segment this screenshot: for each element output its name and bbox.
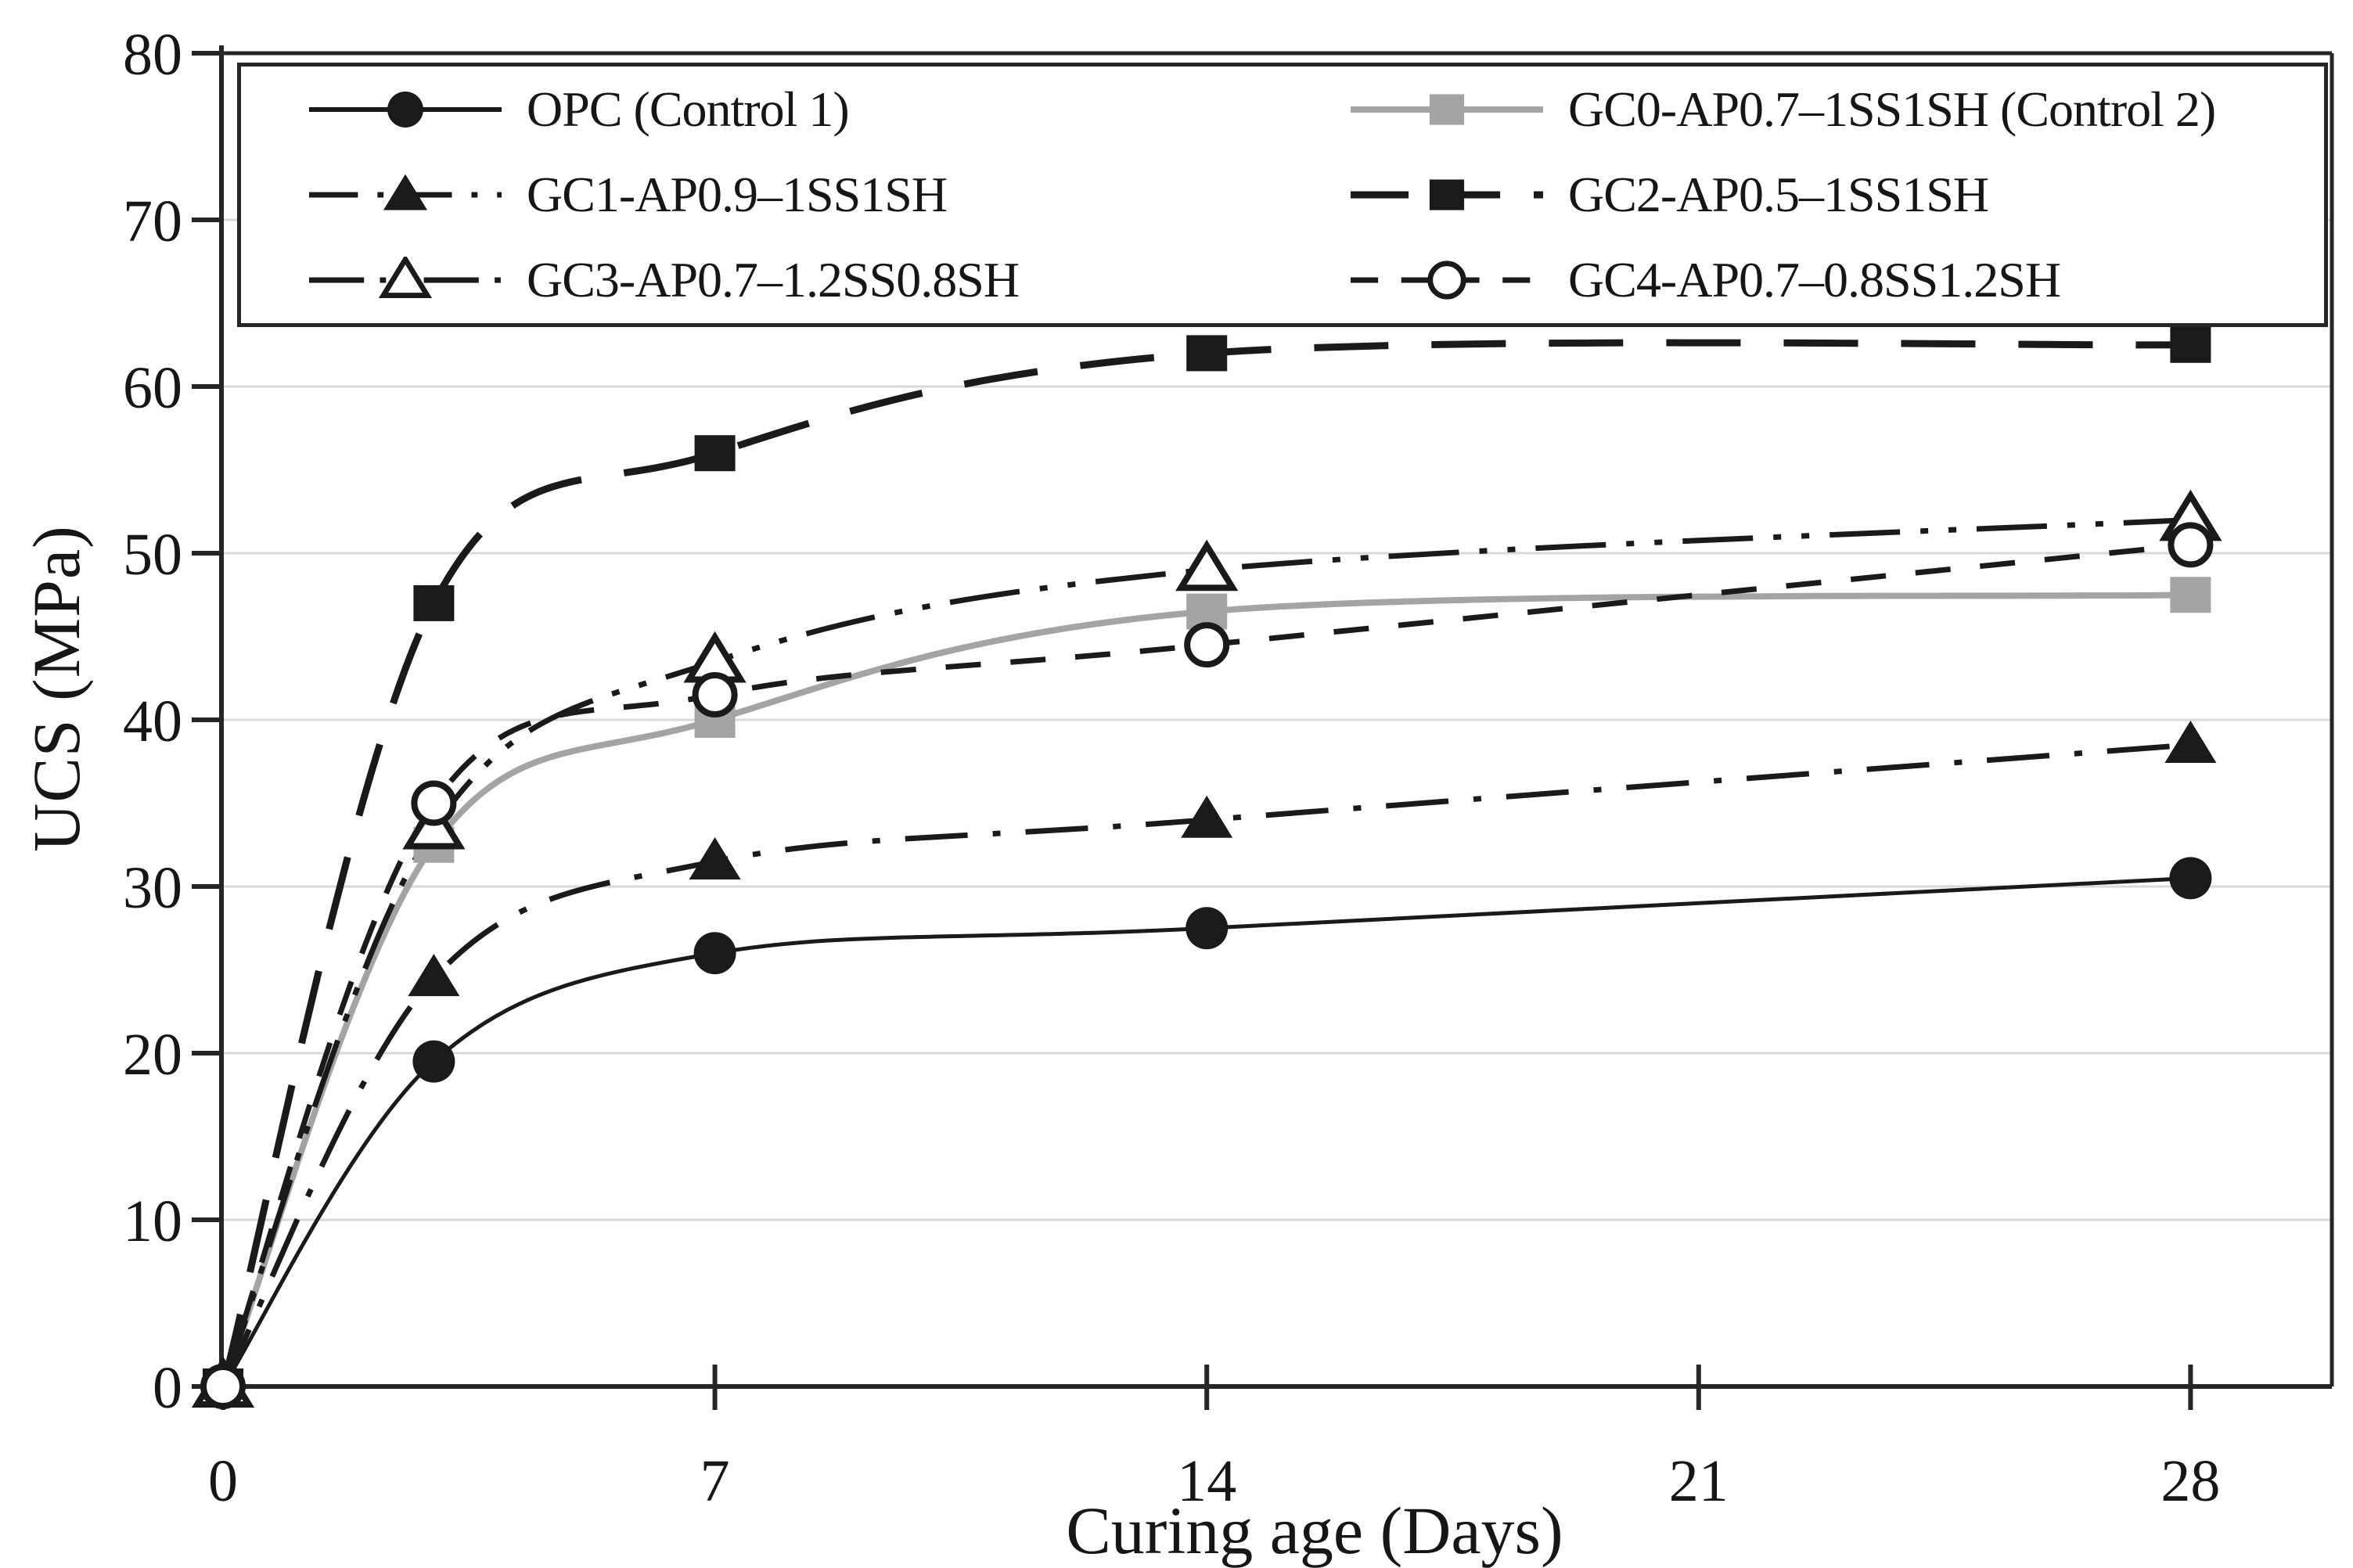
legend-item: GC1-AP0.9–1SS1SH (241, 166, 1283, 224)
data-point-triangle (378, 257, 433, 299)
data-point-circle (1427, 261, 1466, 300)
legend-label: GC3-AP0.7–1.2SS0.8SH (527, 252, 1020, 308)
data-point-square (2170, 577, 2211, 613)
y-tick-label: 20 (123, 1022, 182, 1088)
x-tick-label: 0 (208, 1448, 238, 1514)
data-point-triangle (383, 174, 428, 210)
legend-label: OPC (Control 1) (527, 81, 850, 137)
data-point-triangle (408, 954, 460, 997)
legend-sample-gc3 (309, 257, 502, 299)
data-point-triangle (1175, 539, 1239, 592)
legend-sample-gc0 (1351, 94, 1543, 125)
data-point-circle (693, 932, 736, 975)
data-point-circle (1184, 622, 1230, 668)
data-point-circle (2168, 522, 2214, 568)
legend-sample-gc2 (1351, 179, 1543, 210)
series-line-5 (220, 541, 2191, 1388)
legend-label: GC0-AP0.7–1SS1SH (Control 2) (1568, 81, 2216, 137)
legend-label: GC1-AP0.9–1SS1SH (527, 166, 948, 222)
legend-item: GC0-AP0.7–1SS1SH (Control 2) (1283, 81, 2324, 138)
data-point-square (1429, 94, 1465, 125)
y-tick-label: 50 (123, 522, 182, 588)
series-line-4 (220, 516, 2191, 1388)
legend-item: GC2-AP0.5–1SS1SH (1283, 166, 2324, 224)
data-point-triangle (689, 837, 741, 880)
legend-sample-opc (309, 91, 502, 128)
y-tick-label: 40 (123, 689, 182, 754)
data-point-circle (200, 1364, 246, 1409)
legend-sample-gc1 (309, 174, 502, 210)
legend-item: OPC (Control 1) (241, 81, 1283, 138)
x-tick-label: 14 (1177, 1448, 1236, 1514)
y-tick-label: 30 (123, 855, 182, 921)
data-point-square (1186, 335, 1228, 372)
legend-label: GC4-AP0.7–0.8SS1.2SH (1568, 252, 2061, 308)
legend-box: OPC (Control 1) GC0-AP0.7–1SS1SH (Contro… (237, 63, 2328, 327)
legend-sample-gc4 (1351, 261, 1543, 300)
data-point-circle (412, 1040, 455, 1083)
data-point-circle (692, 672, 738, 718)
data-point-circle (1185, 907, 1229, 950)
y-axis-title: UCS (MPa) (19, 525, 94, 852)
y-tick-label: 10 (123, 1189, 182, 1254)
x-axis-title: Curing age (Days) (1066, 1493, 1563, 1568)
legend-item: GC4-AP0.7–0.8SS1.2SH (1283, 251, 2324, 309)
data-point-triangle (1181, 795, 1233, 838)
y-tick-label: 80 (123, 22, 182, 88)
data-point-square (2170, 326, 2211, 363)
series-line-2 (220, 742, 2191, 1388)
data-point-triangle (2164, 720, 2217, 763)
data-point-square (413, 584, 455, 621)
x-tick-label: 28 (2161, 1448, 2220, 1514)
data-point-square (1429, 179, 1465, 210)
data-point-circle (387, 91, 423, 128)
series-line-0 (221, 876, 2191, 1388)
y-tick-label: 70 (123, 189, 182, 254)
y-tick-label: 60 (123, 355, 182, 421)
series-line-1 (220, 592, 2191, 1388)
legend-label: GC2-AP0.5–1SS1SH (1568, 166, 1989, 222)
y-tick-label: 0 (153, 1355, 182, 1421)
series-line-3 (219, 339, 2191, 1388)
legend-item: GC3-AP0.7–1.2SS0.8SH (241, 251, 1283, 309)
data-point-circle (2169, 857, 2212, 900)
x-tick-label: 7 (700, 1448, 730, 1514)
x-tick-label: 21 (1669, 1448, 1729, 1514)
data-point-square (694, 435, 736, 472)
data-point-circle (411, 780, 457, 826)
